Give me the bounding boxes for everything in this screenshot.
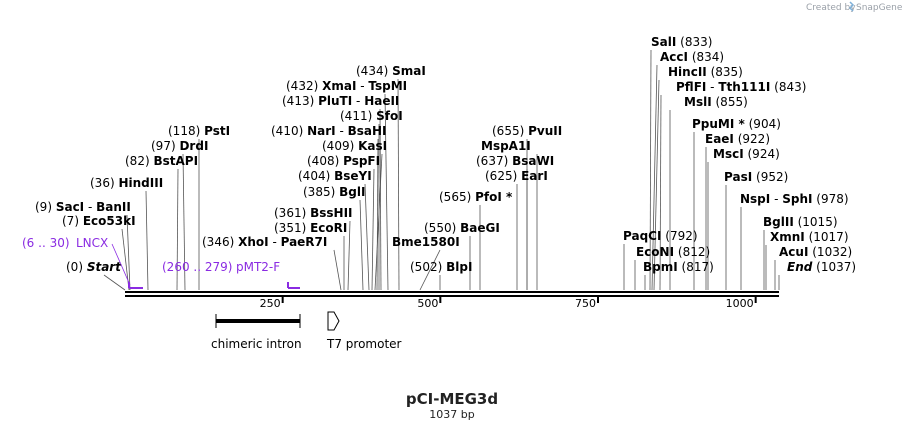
primer-lncx-arrow [128,282,143,289]
site-label-paqci[interactable]: PaqCI (792) [623,229,698,243]
site-leader-line [359,199,364,291]
site-label-msci[interactable]: MscI (924) [713,147,780,161]
site-leader-line [103,274,126,291]
site-label-psti[interactable]: (118) PstI [168,124,230,138]
site-leader-line [384,93,389,291]
site-label-pluti[interactable]: (413) PluTI - HaeII [282,94,399,108]
site-label-end[interactable]: End (1037) [787,260,856,274]
site-label-pasi[interactable]: PasI (952) [724,170,788,184]
site-label-bpmi[interactable]: BpmI (817) [643,260,714,274]
site-leader-line [371,168,375,291]
site-leader-line [364,183,370,291]
ruler-tick-label: 250 [260,297,281,310]
site-label-drdi[interactable]: (97) DrdI [151,139,208,153]
site-leader-line [659,94,662,291]
site-leader-line [182,153,186,291]
site-leader-line [397,78,400,291]
site-label-bme1580i[interactable]: Bme1580I [392,235,460,249]
primer-pmt2f-arrow [287,282,300,289]
ruler-tick-label: 750 [575,297,596,310]
site-label-bgli[interactable]: (385) BglI [303,185,365,199]
primer-lncx-range: (6 .. 30) [22,236,70,250]
site-label-hindiii[interactable]: (36) HindIII [90,176,163,190]
site-leader-line [653,79,660,291]
site-label-xmni[interactable]: XmnI (1017) [770,230,849,244]
ruler-tick-label: 500 [417,297,438,310]
site-label-xmai[interactable]: (432) XmaI - TspMI [286,79,407,93]
site-label-kasi[interactable]: (409) KasI [322,139,387,153]
site-label-pflfi[interactable]: PflFI - Tth111I (843) [676,80,806,94]
site-leader-line [333,249,342,291]
site-label-saci[interactable]: (9) SacI - BanII [35,200,131,214]
site-label-acui[interactable]: AcuI (1032) [779,245,852,259]
site-label-bglii[interactable]: BglII (1015) [763,215,838,229]
primer-lnc[interactable]: (6 .. 30) LNCX [22,236,143,289]
site-label-eco53ki[interactable]: (7) Eco53kI [62,214,136,228]
site-label-nspi[interactable]: NspI - SphI (978) [740,192,849,206]
site-label-ppumi[interactable]: PpuMI * (904) [692,117,781,131]
site-label-blpi[interactable]: (502) BlpI [410,260,472,274]
site-label-bsshii[interactable]: (361) BssHII [274,206,353,220]
site-label-pfoi[interactable]: (565) PfoI * [439,190,513,204]
feature-chimeric-intron[interactable]: chimeric intron [211,314,302,351]
site-leader-line [374,153,383,291]
primer-pmt2f-range: (260 .. 279) [162,260,232,274]
ruler-tick-label: 1000 [726,297,754,310]
site-label-hincii[interactable]: HincII (835) [668,65,743,79]
brand-name: SnapGene [856,3,903,13]
feature-chimeric-intron-label: chimeric intron [211,337,302,351]
restriction-site-labels: (0) Start (7) Eco53kI(9) SacI - BanII (36)… [35,35,856,274]
primer-pmt2f-name: pMT2-F [236,260,280,274]
site-leader-line [379,108,382,291]
site-label-bseyi[interactable]: (404) BseYI [298,169,372,183]
site-label-smai[interactable]: (434) SmaI [356,64,426,78]
site-leader-line [419,249,441,291]
site-label-nari[interactable]: (410) NarI - BsaHI [271,124,387,138]
site-leader-line [376,138,379,291]
primer-pmt2f[interactable]: (260 .. 279) pMT2-F [162,260,300,289]
site-label-sali[interactable]: SalI (833) [651,35,712,49]
site-label-acci[interactable]: AccI (834) [660,50,724,64]
ruler: 250 500 750 1000 [260,296,757,310]
snapgene-watermark: Created by SnapGene [806,1,903,13]
site-label-econi[interactable]: EcoNI (812) [636,245,710,259]
site-leader-line [126,214,131,291]
site-leader-line [347,220,351,291]
site-label-bstapi[interactable]: (82) BstAPI [125,154,198,168]
site-label-baegi[interactable]: (550) BaeGI [424,221,500,235]
site-leader-line [651,64,658,291]
site-label-bsawi[interactable]: (637) BsaWI [476,154,554,168]
site-label-pspfi[interactable]: (408) PspFI [307,154,380,168]
site-label-sfoi[interactable]: (411) SfoI [340,109,403,123]
site-label-msli[interactable]: MslI (855) [684,95,748,109]
site-label-start[interactable]: (0) Start [66,260,122,274]
primer-lncx-name: LNCX [76,236,108,250]
site-label-xhoi[interactable]: (346) XhoI - PaeR7I [202,235,327,249]
plasmid-length: 1037 bp [429,408,474,421]
site-leader-line [145,190,149,291]
site-leader-lines [103,49,780,291]
site-label-ecori[interactable]: (351) EcoRI [274,221,347,235]
sequence-backbone[interactable] [125,291,779,297]
t7-promoter-arrow-icon [327,311,340,331]
site-label-eaei[interactable]: EaeI (922) [705,132,770,146]
site-label-mspa1i[interactable]: MspA1I [481,139,531,153]
site-leader-line [176,168,179,291]
brand-prefix: Created by [806,3,856,13]
site-label-eari[interactable]: (625) EarI [485,169,548,183]
feature-t7-promoter[interactable]: T7 promoter [326,311,402,351]
snapgene-logo-icon [848,1,855,12]
feature-t7-promoter-label: T7 promoter [326,337,402,351]
site-leader-line [649,49,652,291]
site-label-pvuii[interactable]: (655) PvuII [492,124,562,138]
plasmid-title: pCI-MEG3d [406,390,498,408]
